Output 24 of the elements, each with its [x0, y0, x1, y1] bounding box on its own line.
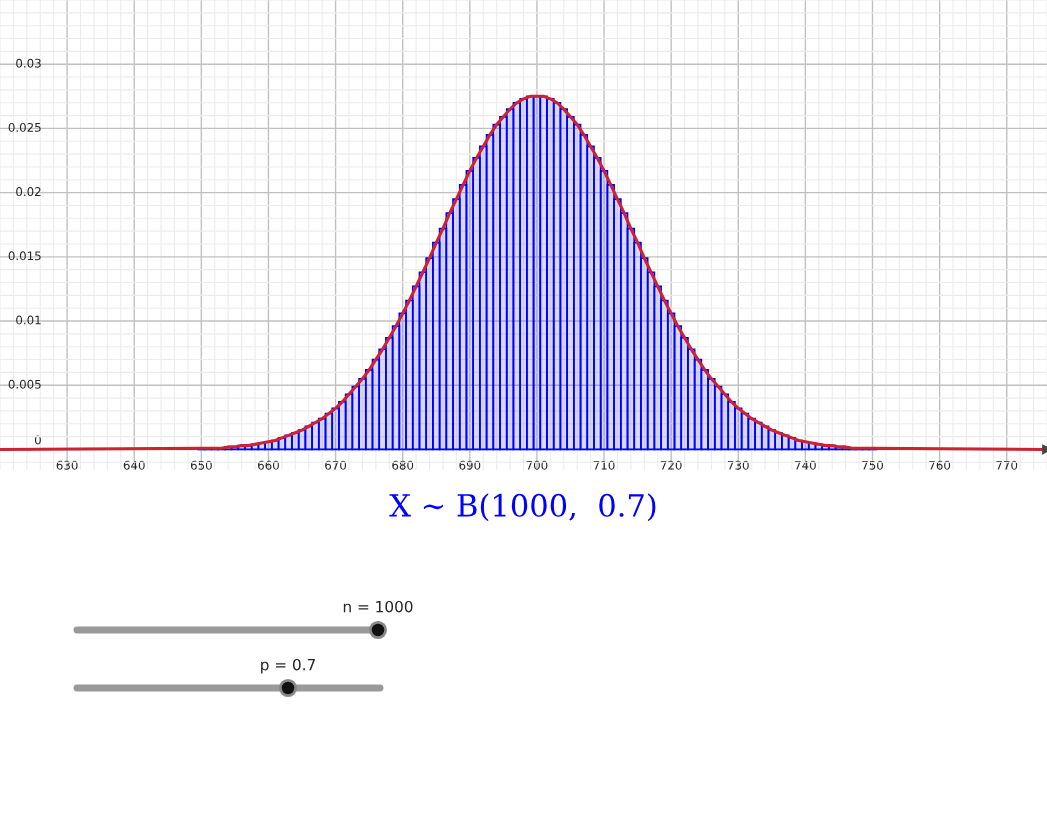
x-tick-label: 770: [996, 460, 1018, 470]
x-tick-label: 690: [459, 460, 481, 470]
y-tick-label: 0.03: [16, 58, 41, 68]
x-tick-label: 760: [929, 460, 951, 470]
y-tick-label: 0.025: [8, 122, 41, 132]
x-tick-label: 670: [325, 460, 347, 470]
x-tick-label: 700: [526, 460, 548, 470]
x-tick-label: 630: [56, 460, 78, 470]
y-tick-label: 0.01: [16, 315, 41, 325]
y-tick-label: 0.005: [8, 379, 41, 389]
y-tick-label: 0.015: [8, 251, 41, 261]
x-tick-label: 730: [727, 460, 749, 470]
x-tick-label: 680: [392, 460, 414, 470]
x-tick-label: 750: [862, 460, 883, 470]
text: X ∼ B(1000, 0.7): [389, 493, 656, 522]
x-tick-label: 710: [593, 460, 615, 470]
text: n = 1000: [343, 600, 413, 613]
x-tick-label: 650: [190, 460, 212, 470]
text: p = 0.7: [261, 658, 315, 674]
x-tick-label: 640: [123, 460, 145, 470]
x-tick-label: 660: [258, 460, 279, 470]
y-tick-label: 0.02: [16, 187, 41, 197]
x-tick-label: 740: [795, 460, 816, 470]
x-tick-label: 720: [660, 460, 682, 470]
